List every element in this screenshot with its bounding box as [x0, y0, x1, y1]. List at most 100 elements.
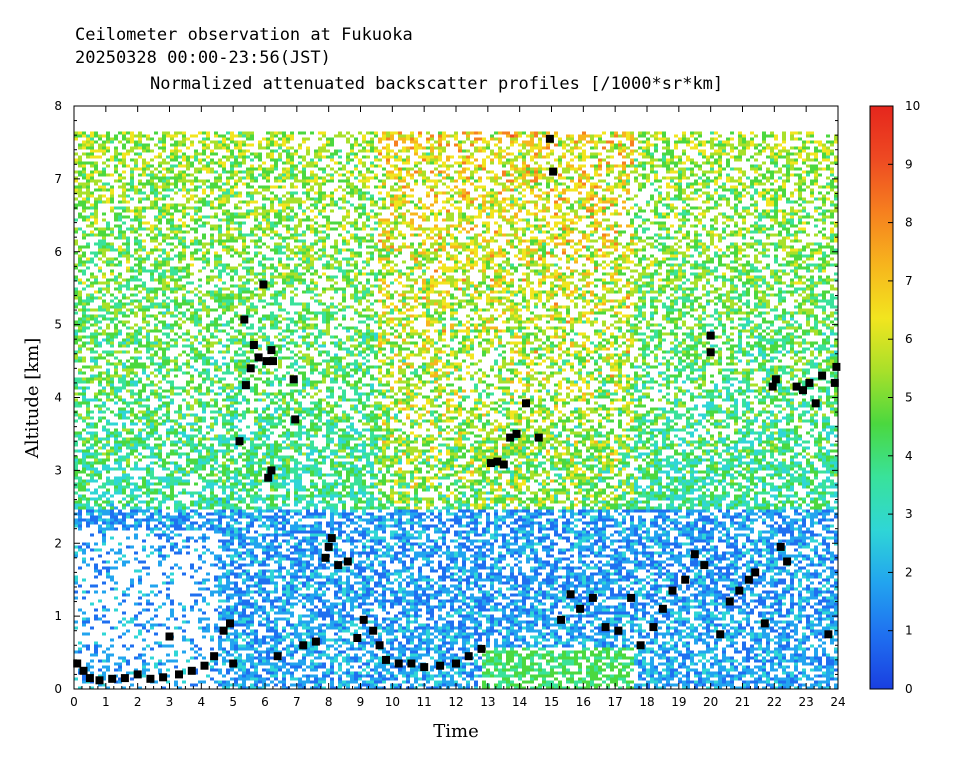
heatmap-cell [262, 168, 266, 171]
heatmap-cell [274, 186, 278, 189]
heatmap-cell [246, 204, 250, 207]
heatmap-cell [322, 192, 326, 195]
heatmap-cell [730, 177, 734, 180]
heatmap-cell [102, 171, 106, 174]
heatmap-cell [594, 222, 598, 225]
heatmap-cell [290, 174, 294, 177]
chart-header: Ceilometer observation at Fukuoka 202503… [75, 25, 723, 94]
heatmap-cell [450, 189, 454, 192]
heatmap-cell [78, 171, 82, 174]
heatmap-cell [218, 162, 222, 165]
heatmap-cell [142, 246, 146, 249]
heatmap-cell [706, 195, 710, 198]
heatmap-cell [582, 165, 586, 168]
heatmap-cell [474, 237, 478, 240]
heatmap-cell [90, 153, 94, 156]
heatmap-cell [594, 249, 598, 252]
heatmap-cell [274, 252, 278, 255]
heatmap-cell [810, 153, 814, 156]
heatmap-cell [538, 246, 542, 249]
heatmap-cell [226, 225, 230, 228]
heatmap-cell [322, 273, 326, 276]
heatmap-cell [230, 132, 234, 135]
heatmap-cell [474, 180, 478, 183]
heatmap-cell [90, 150, 94, 153]
heatmap-cell [82, 198, 86, 201]
heatmap-cell [382, 240, 386, 243]
heatmap-cell [674, 171, 678, 174]
heatmap-cell [694, 225, 698, 228]
heatmap-cell [558, 174, 562, 177]
heatmap-cell [522, 183, 526, 186]
heatmap-cell [546, 225, 550, 228]
heatmap-cell [662, 138, 666, 141]
heatmap-cell [158, 192, 162, 195]
heatmap-cell [630, 141, 634, 144]
heatmap-cell [590, 234, 594, 237]
heatmap-cell [598, 198, 602, 201]
heatmap-cell [142, 261, 146, 264]
heatmap-cell [266, 228, 270, 231]
heatmap-cell [466, 168, 470, 171]
heatmap-cell [390, 213, 394, 216]
heatmap-cell [122, 147, 126, 150]
heatmap-cell [814, 264, 818, 267]
heatmap-cell [670, 180, 674, 183]
heatmap-cell [358, 270, 362, 273]
heatmap-cell [790, 192, 794, 195]
heatmap-cell [782, 156, 786, 159]
heatmap-cell [634, 195, 638, 198]
heatmap-cell [282, 240, 286, 243]
heatmap-cell [182, 159, 186, 162]
heatmap-cell [678, 252, 682, 255]
heatmap-cell [350, 225, 354, 228]
heatmap-cell [130, 276, 134, 279]
heatmap-cell [402, 186, 406, 189]
heatmap-cell [570, 180, 574, 183]
heatmap-cell [614, 144, 618, 147]
heatmap-cell [666, 273, 670, 276]
heatmap-cell [290, 192, 294, 195]
heatmap-cell [266, 213, 270, 216]
heatmap-cell [82, 153, 86, 156]
heatmap-cell [114, 276, 118, 279]
heatmap-cell [282, 171, 286, 174]
heatmap-cell [830, 264, 834, 267]
heatmap-cell [670, 168, 674, 171]
heatmap-cell [350, 252, 354, 255]
heatmap-cell [658, 267, 662, 270]
heatmap-cell [390, 231, 394, 234]
heatmap-cell [670, 246, 674, 249]
heatmap-cell [178, 144, 182, 147]
heatmap-cell [622, 207, 626, 210]
heatmap-cell [366, 246, 370, 249]
heatmap-cell [602, 180, 606, 183]
heatmap-cell [242, 144, 246, 147]
heatmap-cell [590, 216, 594, 219]
heatmap-cell [830, 201, 834, 204]
heatmap-cell [626, 153, 630, 156]
heatmap-cell [194, 153, 198, 156]
heatmap-cell [642, 231, 646, 234]
heatmap-cell [466, 198, 470, 201]
heatmap-cell [514, 186, 518, 189]
heatmap-cell [538, 264, 542, 267]
heatmap-cell [302, 183, 306, 186]
heatmap-cell [538, 198, 542, 201]
heatmap-cell [490, 207, 494, 210]
heatmap-cell [258, 207, 262, 210]
heatmap-cell [182, 216, 186, 219]
heatmap-cell [506, 273, 510, 276]
heatmap-cell [590, 240, 594, 243]
heatmap-cell [306, 147, 310, 150]
heatmap-cell [682, 198, 686, 201]
heatmap-cell [194, 228, 198, 231]
heatmap-cell [282, 252, 286, 255]
heatmap-cell [434, 147, 438, 150]
heatmap-cell [274, 177, 278, 180]
heatmap-cell [386, 264, 390, 267]
heatmap-cell [242, 132, 246, 135]
heatmap-cell [814, 249, 818, 252]
heatmap-cell [726, 225, 730, 228]
heatmap-cell [486, 141, 490, 144]
